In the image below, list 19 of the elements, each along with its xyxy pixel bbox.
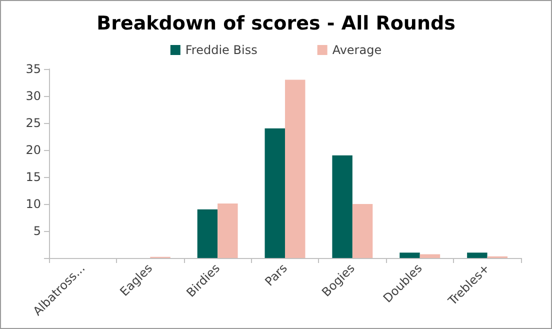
bar: [467, 252, 488, 258]
y-tick-label: 25: [26, 116, 41, 130]
bar: [332, 155, 352, 258]
y-tick-label: 20: [26, 143, 41, 157]
bar: [352, 204, 373, 258]
y-tick-label: 5: [33, 224, 41, 238]
legend-label: Freddie Biss: [185, 43, 258, 57]
legend-label: Average: [332, 43, 382, 57]
bar: [218, 203, 238, 258]
y-tick-label: 15: [26, 170, 41, 184]
y-tick-label: 10: [26, 197, 41, 211]
bar: [197, 209, 218, 258]
bar: [400, 252, 420, 258]
y-tick-label: 30: [26, 89, 41, 103]
bar: [420, 254, 440, 258]
chart-title: Breakdown of scores - All Rounds: [96, 12, 456, 34]
bar: [285, 80, 306, 258]
y-tick-label: 35: [26, 62, 41, 76]
bar: [264, 128, 285, 258]
